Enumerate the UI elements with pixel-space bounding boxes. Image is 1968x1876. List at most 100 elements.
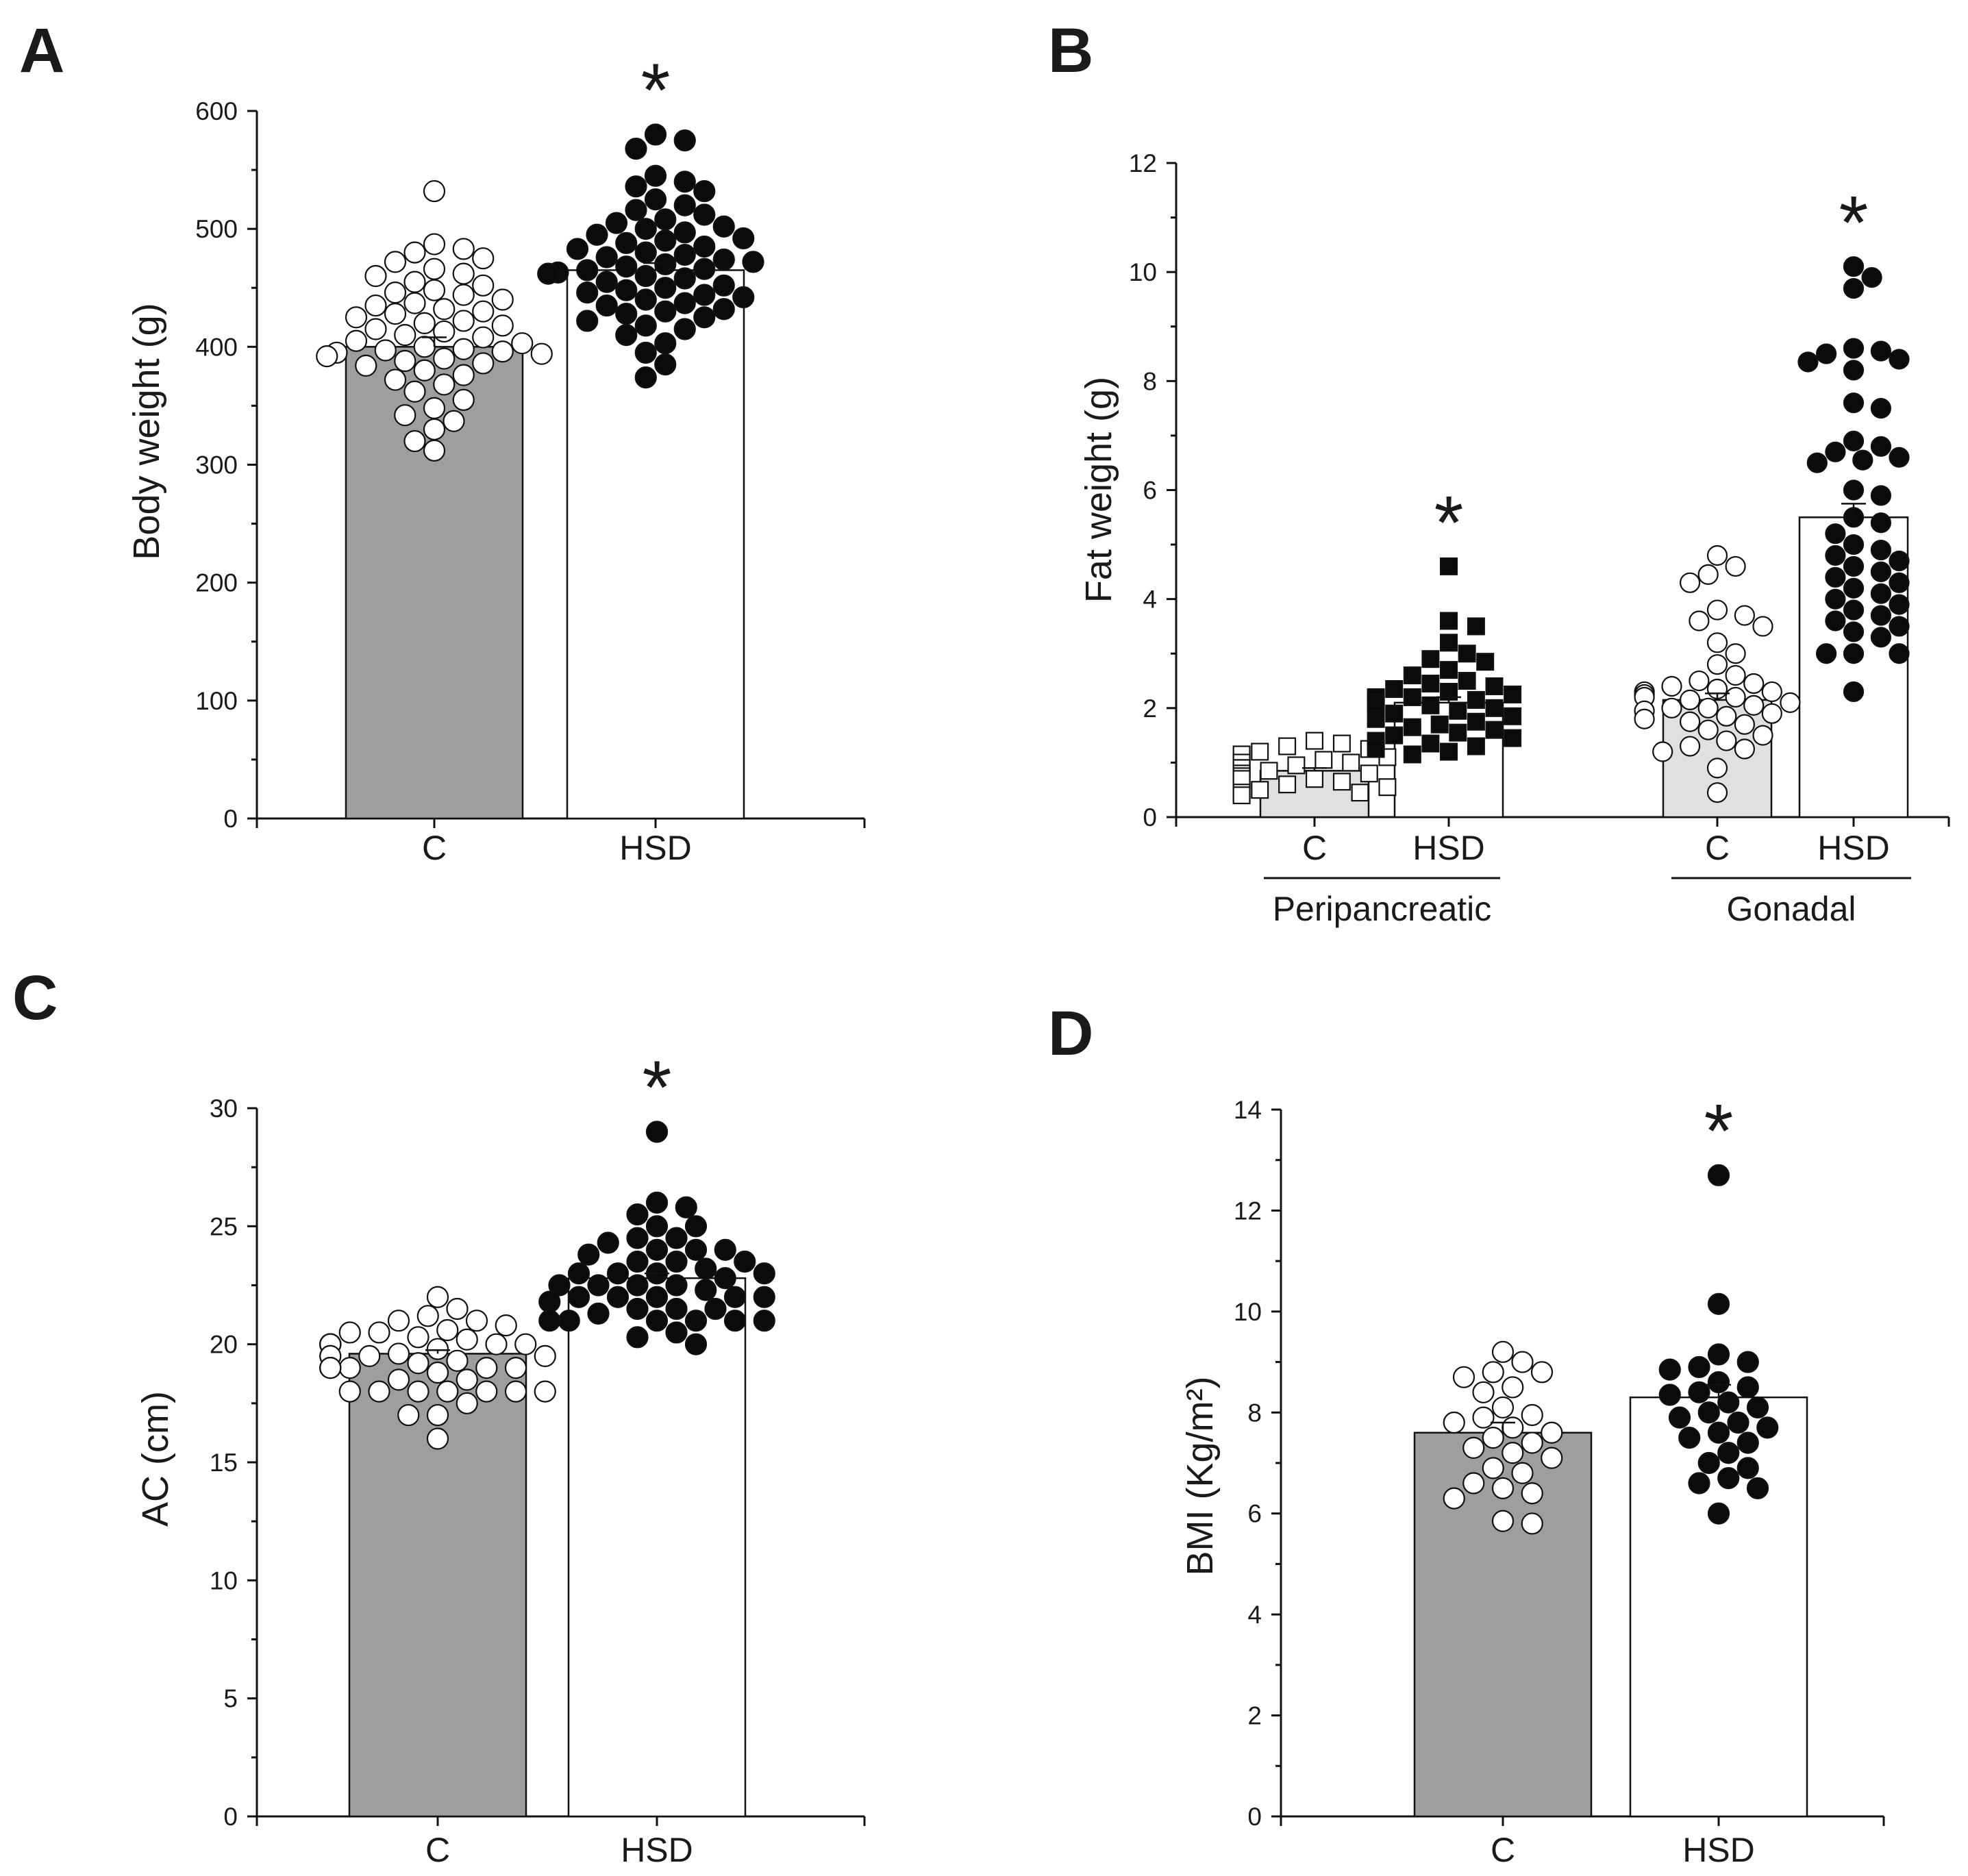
panel-d-points-hsd xyxy=(1658,1164,1779,1525)
panel-b-data-point xyxy=(1421,650,1440,668)
panel-a-data-point xyxy=(654,208,677,231)
panel-b-data-point xyxy=(1315,751,1333,769)
panel-c-data-point xyxy=(368,1321,390,1344)
panel-a-data-point xyxy=(576,282,599,304)
panel-c-data-point xyxy=(665,1297,688,1321)
panel-a-y-tick-label: 100 xyxy=(195,687,238,715)
panel-d-data-point xyxy=(1521,1482,1543,1505)
panel-a-data-point xyxy=(673,129,696,152)
panel-a-data-point xyxy=(530,342,553,365)
panel-b-data-point xyxy=(1367,740,1385,758)
panel-a-data-point xyxy=(364,264,387,288)
panel-c-data-point xyxy=(436,1380,459,1403)
panel-b-data-point xyxy=(1342,753,1360,772)
panel-b-data-point xyxy=(1734,714,1755,735)
panel-b-data-point xyxy=(1287,756,1306,775)
panel-c-data-point xyxy=(734,1250,756,1273)
panel-b-data-point xyxy=(1458,645,1476,663)
panel-b-data-point xyxy=(1797,351,1819,373)
panel-b-x-labels: C HSD C HSD xyxy=(1302,829,1890,867)
panel-a-y-ticks: 0 100 200 300 400 500 600 xyxy=(195,97,238,833)
panel-c-data-point xyxy=(684,1333,708,1355)
panel-b-data-point xyxy=(1421,675,1440,693)
panel-a-data-point xyxy=(423,397,446,419)
panel-c-data-point xyxy=(753,1262,775,1285)
panel-d-significance-marker: * xyxy=(1704,1089,1734,1173)
panel-b-error-bars xyxy=(1302,503,1866,771)
panel-c-data-point xyxy=(319,1357,342,1379)
panel-b-data-point xyxy=(1467,690,1485,709)
panel-b-data-point xyxy=(1706,545,1728,566)
panel-b-data-point xyxy=(1440,557,1458,575)
panel-a: A Body weight (g) 0 100 200 300 400 500 … xyxy=(19,16,866,867)
panel-c-bar-hsd xyxy=(567,1277,747,1818)
panel-b-data-point xyxy=(1403,718,1421,736)
panel-c-data-point xyxy=(665,1274,688,1297)
panel-d-data-point xyxy=(1482,1427,1504,1449)
panel-c-data-point xyxy=(684,1310,708,1332)
panel-a-data-point xyxy=(452,262,475,285)
panel-b-data-point xyxy=(1870,512,1891,534)
panel-a-data-point xyxy=(433,298,456,321)
panel-b-data-point xyxy=(1689,670,1710,692)
panel-a-data-point xyxy=(491,288,514,311)
panel-b-points-hsd xyxy=(1367,557,1522,764)
panel-b-data-point xyxy=(1485,721,1504,739)
panel-d-y-tick-label: 6 xyxy=(1247,1500,1262,1528)
panel-b-data-point xyxy=(1260,762,1278,780)
panel-d-data-point xyxy=(1511,1351,1534,1373)
panel-c-data-point xyxy=(704,1297,727,1321)
panel-c-bars xyxy=(348,1277,747,1818)
panel-b-data-point xyxy=(1706,758,1728,779)
panel-b-data-point xyxy=(1680,572,1701,593)
panel-b-data-point xyxy=(1825,545,1846,566)
panel-a-data-point xyxy=(364,318,387,340)
panel-b-data-point xyxy=(1716,730,1737,751)
panel-d-data-point xyxy=(1707,1343,1730,1366)
panel-a-data-point xyxy=(595,294,618,317)
panel-c-data-point xyxy=(475,1380,498,1403)
panel-c-significance: * xyxy=(643,1045,672,1129)
panel-b-y-tick-label: 10 xyxy=(1129,258,1157,286)
panel-d-category-label: C xyxy=(1491,1831,1515,1869)
panel-a-data-point xyxy=(625,175,647,198)
panel-c-data-point xyxy=(338,1321,361,1344)
panel-d-letter: D xyxy=(1048,999,1093,1068)
panel-a-data-point xyxy=(693,179,716,203)
panel-b-data-point xyxy=(1870,436,1891,457)
panel-b-data-point xyxy=(1761,681,1782,703)
panel-c-data-point xyxy=(714,1238,736,1261)
panel-a-data-point xyxy=(452,238,475,260)
panel-c-y-tick-label: 5 xyxy=(223,1685,238,1713)
panel-d-data-point xyxy=(1697,1451,1720,1475)
panel-b-data-point xyxy=(1403,688,1421,706)
panel-c-y-tick-label: 15 xyxy=(210,1449,238,1477)
panel-a-data-point xyxy=(413,359,436,382)
panel-c-data-point xyxy=(426,1286,449,1308)
panel-d-y-tick-label: 10 xyxy=(1234,1298,1262,1326)
panel-b-data-point xyxy=(1305,731,1323,750)
panel-c-data-point xyxy=(358,1345,381,1368)
panel-c-y-tick-label: 30 xyxy=(210,1095,238,1123)
panel-d-data-point xyxy=(1502,1442,1524,1464)
panel-a-data-point xyxy=(673,243,696,266)
panel-d-data-point xyxy=(1658,1384,1681,1406)
panel-b-y-tick-label: 0 xyxy=(1143,803,1157,831)
panel-b-significance-marker: * xyxy=(1839,181,1869,265)
panel-c-data-point xyxy=(397,1403,420,1427)
panel-d-y-tick-label: 8 xyxy=(1247,1399,1262,1427)
panel-d-data-point xyxy=(1541,1421,1563,1444)
panel-b-data-point xyxy=(1430,715,1449,734)
panel-b-data-point xyxy=(1403,745,1421,764)
panel-a-bars xyxy=(345,269,745,820)
panel-a-category-label: HSD xyxy=(619,829,692,867)
panel-b-data-point xyxy=(1697,719,1719,740)
panel-c-data-point xyxy=(534,1345,556,1368)
panel-a-data-point xyxy=(732,227,755,250)
panel-c-data-point xyxy=(495,1314,517,1337)
panel-b-y-tick-label: 8 xyxy=(1143,367,1157,395)
panel-b-y-tick-label: 6 xyxy=(1143,477,1157,505)
panel-d-data-point xyxy=(1521,1512,1543,1535)
panel-b-data-point xyxy=(1889,616,1910,637)
panel-a-data-point xyxy=(654,332,677,355)
